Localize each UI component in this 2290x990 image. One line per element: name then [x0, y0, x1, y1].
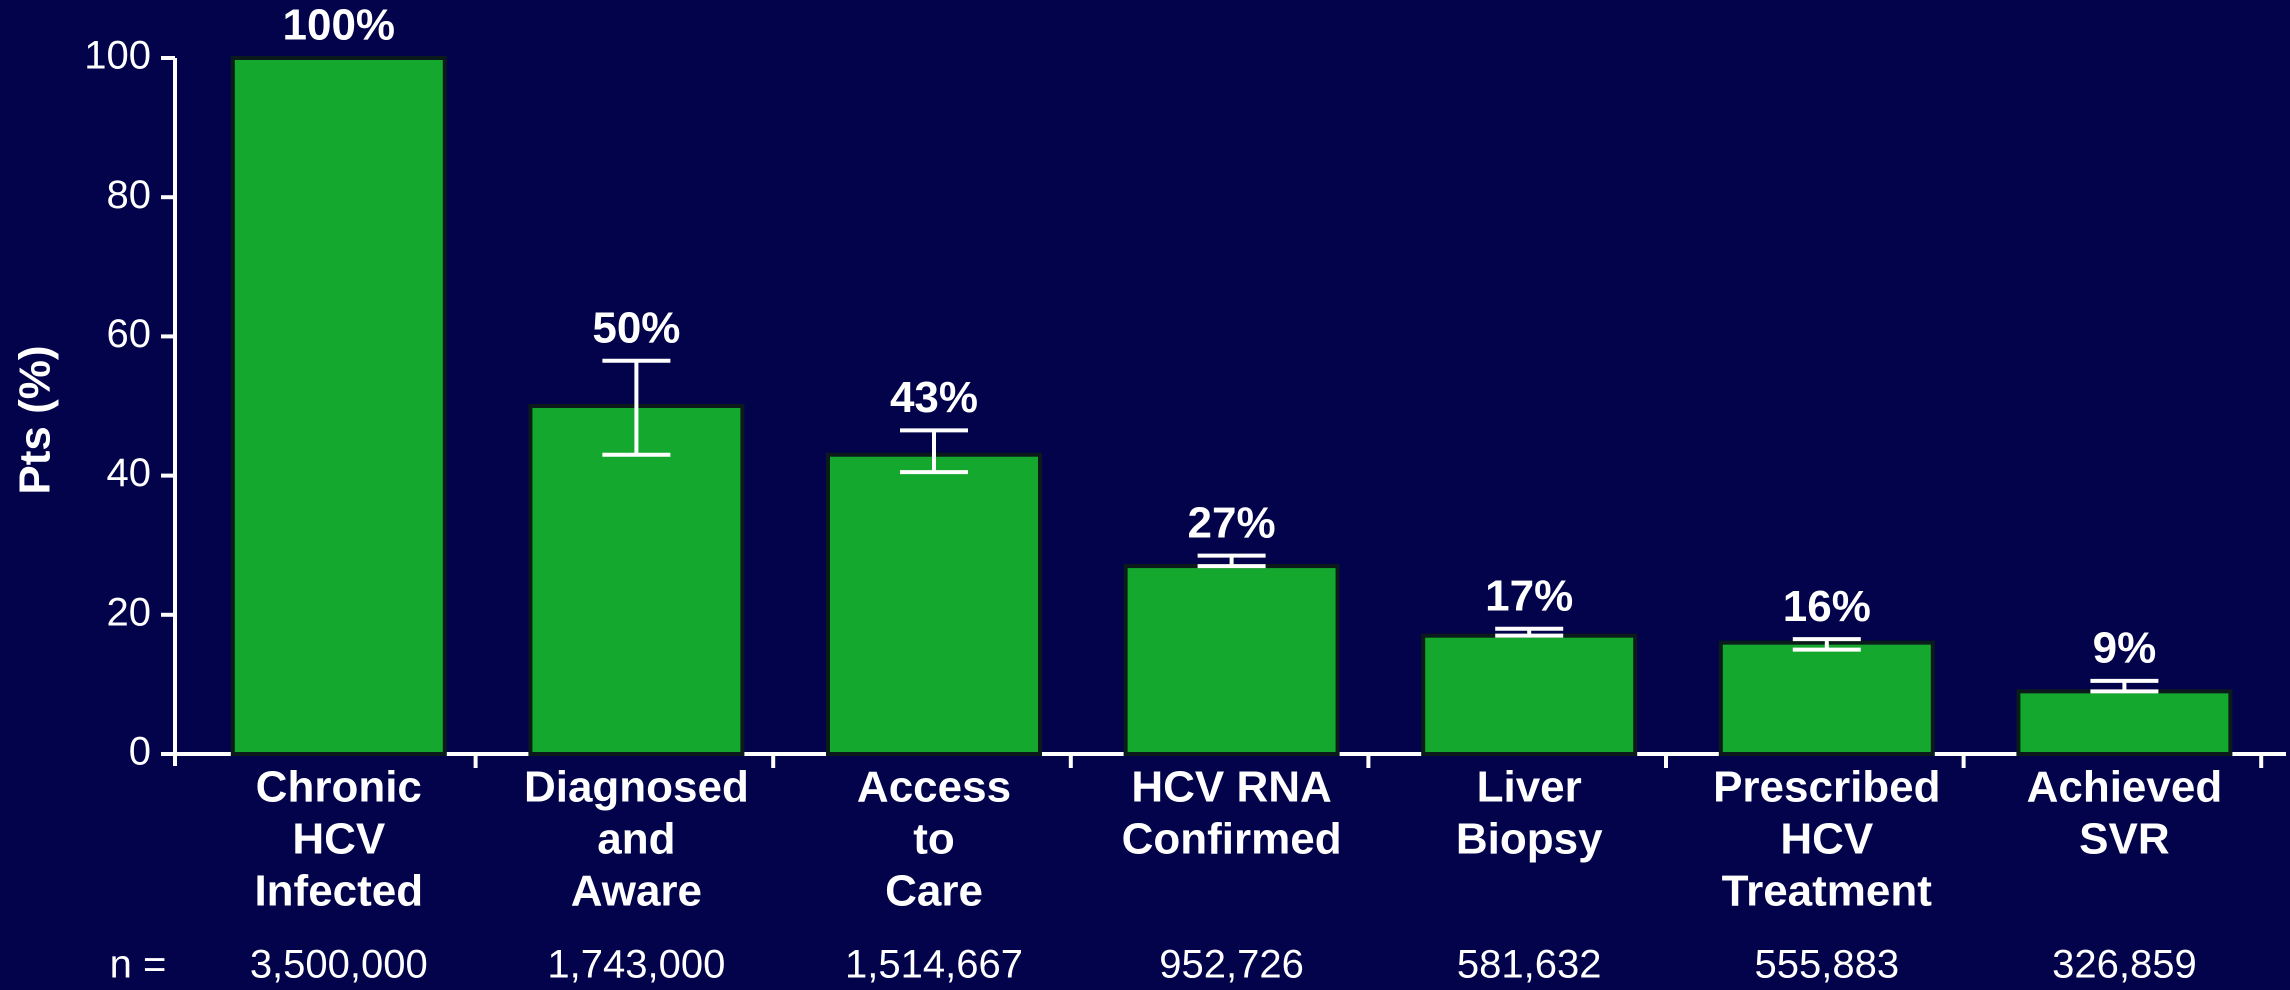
value-label: 9%: [2093, 624, 2157, 673]
y-tick-label: 0: [129, 730, 151, 774]
n-value: 581,632: [1457, 943, 1602, 987]
x-tick-label: Achieved: [2027, 763, 2223, 812]
x-tick-label: HCV RNA: [1131, 763, 1331, 812]
x-tick-label: Aware: [571, 867, 702, 916]
bar: [230, 56, 447, 756]
n-value: 3,500,000: [250, 943, 428, 987]
value-label: 16%: [1783, 582, 1871, 631]
x-tick-label: Access: [857, 763, 1011, 812]
bar: [826, 452, 1042, 756]
x-tick-label: Chronic: [256, 763, 422, 812]
x-tick-label: Diagnosed: [524, 763, 749, 812]
x-tick-label: and: [597, 815, 675, 864]
y-axis-label: Pts (%): [11, 345, 60, 494]
n-value: 326,859: [2052, 943, 2197, 987]
x-tick-label: Liver: [1477, 763, 1582, 812]
value-label: 17%: [1485, 571, 1573, 620]
x-tick-label: SVR: [2079, 815, 2169, 864]
x-tick-label: Infected: [254, 867, 423, 916]
bar: [2016, 689, 2233, 756]
x-tick-label: HCV: [1780, 815, 1874, 864]
n-value: 1,743,000: [547, 943, 725, 987]
x-tick-label: Confirmed: [1122, 815, 1342, 864]
bar: [1123, 564, 1340, 757]
x-tick-label: Biopsy: [1456, 815, 1603, 864]
bar: [1421, 633, 1638, 756]
y-tick-label: 60: [107, 312, 152, 356]
value-label: 100%: [283, 1, 396, 50]
value-label: 43%: [890, 373, 978, 422]
n-value: 555,883: [1755, 943, 1900, 987]
value-label: 27%: [1188, 498, 1276, 547]
bar: [528, 404, 745, 756]
x-tick-label: to: [913, 815, 955, 864]
bar: [1718, 640, 1935, 757]
x-tick-label: HCV: [292, 815, 386, 864]
n-value: 952,726: [1159, 943, 1304, 987]
y-tick-label: 80: [107, 173, 152, 217]
n-label: n =: [110, 943, 167, 987]
value-label: 50%: [592, 303, 680, 352]
x-tick-label: Treatment: [1722, 867, 1933, 916]
n-value: 1,514,667: [845, 943, 1023, 987]
y-tick-label: 20: [107, 590, 152, 634]
x-tick-label: Care: [885, 867, 983, 916]
x-tick-label: Prescribed: [1713, 763, 1940, 812]
y-tick-label: 40: [107, 451, 152, 495]
y-tick-label: 100: [84, 34, 151, 78]
